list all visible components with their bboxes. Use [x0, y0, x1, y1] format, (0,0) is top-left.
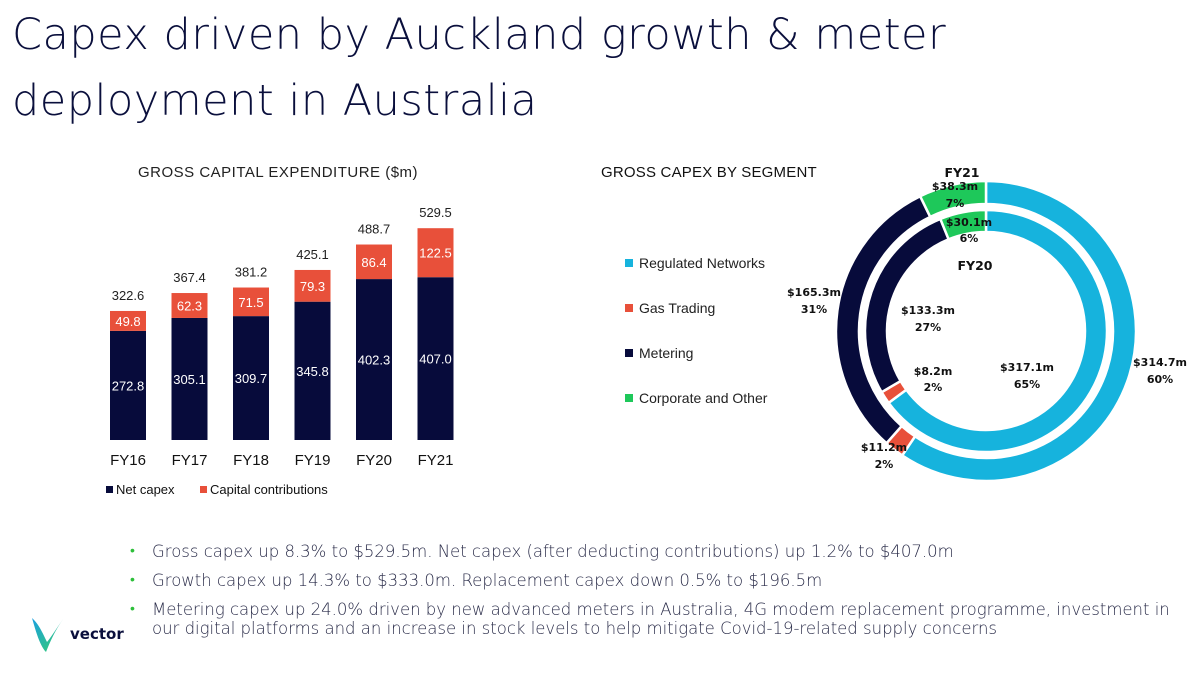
slice-label-pct: 27% — [915, 321, 941, 334]
data-label-capital-contributions: 79.3 — [300, 279, 325, 294]
bar-chart-title: GROSS CAPITAL EXPENDITURE ($m) — [138, 164, 419, 181]
bar-net-capex — [110, 330, 146, 440]
data-label-total: 488.7 — [358, 222, 391, 237]
data-label-net-capex: 407.0 — [419, 352, 452, 367]
data-label-total: 367.4 — [173, 270, 206, 285]
x-tick-label: FY20 — [356, 452, 392, 469]
slice-label-pct: 6% — [960, 232, 979, 245]
data-label-net-capex: 309.7 — [235, 371, 268, 386]
bullet-text: Metering capex up 24.0% driven by new ad… — [152, 600, 1170, 638]
legend-label-corporate-other: Corporate and Other — [639, 389, 768, 406]
slice-label-pct: 7% — [946, 197, 965, 210]
slice-label-value: $11.2m — [861, 441, 907, 454]
legend-label-metering: Metering — [639, 344, 694, 361]
bar-capital-contributions — [171, 293, 208, 318]
legend-item-gas-trading: Gas Trading — [625, 285, 767, 330]
bar-capital-contributions — [110, 310, 146, 331]
vector-logo-mark-icon — [32, 618, 64, 652]
legend-swatch-net-capex — [106, 486, 113, 493]
slice-label-value: $38.3m — [932, 180, 978, 193]
bullet-marker: • — [130, 601, 135, 617]
bullet-text: Growth capex up 14.3% to $333.0m. Replac… — [152, 571, 823, 590]
legend-label-regulated-networks: Regulated Networks — [639, 254, 766, 271]
legend-swatch-regulated-networks — [625, 258, 633, 267]
data-label-net-capex: 402.3 — [358, 353, 391, 368]
bar-net-capex — [233, 316, 269, 440]
legend-label-capital-contributions: Capital contributions — [210, 482, 328, 497]
legend-label-gas-trading: Gas Trading — [639, 299, 716, 316]
bullet-marker: • — [130, 543, 135, 559]
legend-label-net-capex: Net capex — [116, 482, 175, 497]
slice-label-value: $165.3m — [787, 286, 841, 299]
slice-label-pct: 65% — [1014, 378, 1040, 391]
legend-swatch-metering — [625, 348, 633, 357]
bar-net-capex — [294, 301, 331, 440]
slice-label-pct: 2% — [924, 381, 943, 394]
page-title: Capex driven by Auckland growth & meter … — [12, 10, 947, 126]
slice-label-pct: 60% — [1147, 373, 1173, 386]
donut-slice-fy21 — [918, 179, 988, 219]
slice-label-value: $317.1m — [1000, 361, 1054, 374]
legend-swatch-gas-trading — [625, 303, 633, 312]
bar-capital-contributions — [233, 287, 269, 317]
data-label-capital-contributions: 122.5 — [419, 246, 452, 261]
bar-capital-contributions — [417, 228, 454, 278]
data-label-total: 381.2 — [235, 265, 268, 280]
vector-logo: vector — [28, 612, 124, 656]
legend-swatch-corporate-other — [625, 393, 633, 402]
data-label-net-capex: 305.1 — [173, 372, 206, 387]
data-label-net-capex: 272.8 — [112, 378, 145, 393]
bullet-item: • Metering capex up 24.0% driven by new … — [130, 600, 1170, 638]
bullet-item: • Gross capex up 8.3% to $529.5m. Net ca… — [130, 542, 1170, 561]
legend-item-corporate-other: Corporate and Other — [625, 375, 767, 420]
ring-label-fy20: FY20 — [958, 258, 993, 273]
bar-capital-contributions — [356, 244, 392, 280]
data-label-total: 425.1 — [296, 247, 329, 262]
slice-label-value: $133.3m — [901, 304, 955, 317]
slice-label-pct: 2% — [875, 458, 894, 471]
ring-label-fy21: FY21 — [945, 165, 980, 180]
bullet-marker: • — [130, 572, 135, 588]
data-label-capital-contributions: 62.3 — [177, 299, 202, 314]
x-tick-label: FY18 — [233, 452, 269, 469]
slice-label-value: $8.2m — [914, 365, 953, 378]
data-label-total: 322.6 — [112, 288, 145, 303]
x-tick-label: FY17 — [172, 452, 208, 469]
x-tick-label: FY19 — [295, 452, 331, 469]
legend-swatch-capital-contributions — [200, 486, 207, 493]
slice-label-value: $30.1m — [946, 216, 992, 229]
data-label-capital-contributions: 86.4 — [361, 255, 386, 270]
legend-item-regulated-networks: Regulated Networks — [625, 240, 767, 285]
donut-slice-fy20 — [886, 208, 1109, 454]
donut-slice-fy20 — [938, 208, 988, 241]
x-tick-label: FY16 — [110, 452, 146, 469]
vector-logo-text: vector — [70, 625, 124, 643]
bar-net-capex — [171, 317, 208, 440]
segment-chart-title: GROSS CAPEX BY SEGMENT — [601, 164, 817, 181]
legend-item-metering: Metering — [625, 330, 767, 375]
bullet-list: • Gross capex up 8.3% to $529.5m. Net ca… — [130, 542, 1170, 648]
segment-legend: Regulated Networks Gas Trading Metering … — [625, 240, 767, 420]
bar-net-capex — [417, 277, 454, 440]
slice-label-pct: 31% — [801, 303, 827, 316]
data-label-total: 529.5 — [419, 205, 452, 220]
slice-label-value: $314.7m — [1133, 356, 1187, 369]
bullet-item: • Growth capex up 14.3% to $333.0m. Repl… — [130, 571, 1170, 590]
data-label-capital-contributions: 49.8 — [115, 314, 140, 329]
bullet-text: Gross capex up 8.3% to $529.5m. Net cape… — [152, 542, 954, 561]
bar-net-capex — [356, 279, 392, 440]
data-label-net-capex: 345.8 — [296, 364, 329, 379]
x-tick-label: FY21 — [418, 452, 454, 469]
bar-capital-contributions — [294, 269, 331, 302]
data-label-capital-contributions: 71.5 — [238, 295, 263, 310]
